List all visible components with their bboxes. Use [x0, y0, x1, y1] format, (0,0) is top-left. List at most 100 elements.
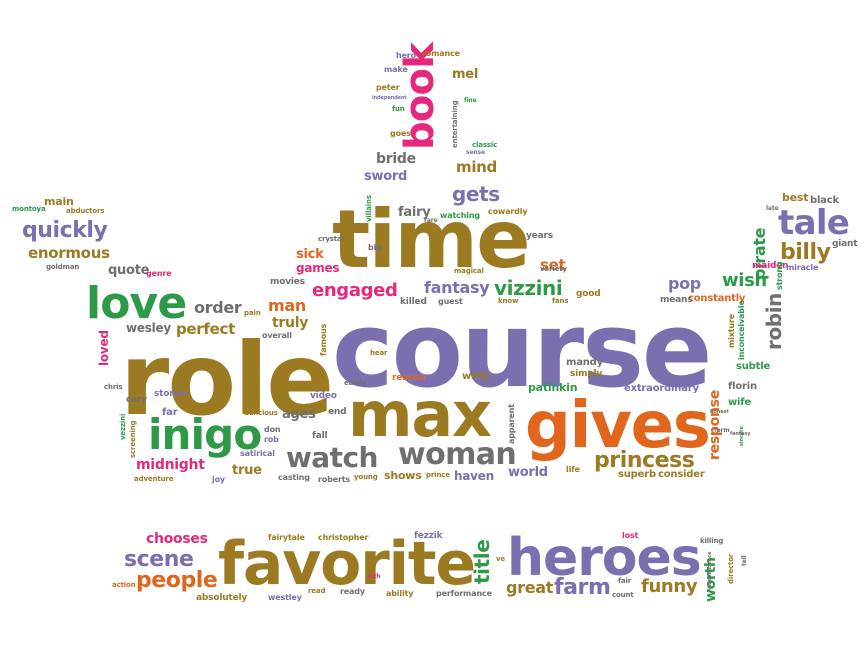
word-prince: prince — [426, 471, 450, 479]
word-director: director — [727, 553, 735, 584]
word-killing: killing — [700, 537, 724, 545]
word-scene: scene — [124, 547, 194, 572]
word-make: make — [384, 65, 408, 74]
word-role: role — [120, 321, 334, 438]
word-true: true — [232, 463, 262, 478]
word-delicious: delicious — [244, 409, 278, 417]
word-romance: romance — [422, 49, 460, 58]
word-course: course — [332, 289, 712, 411]
word-killed: killed — [400, 297, 427, 307]
word-rich: rich — [368, 573, 381, 580]
word-order: order — [194, 298, 242, 317]
word-classic: classic — [472, 141, 498, 149]
word-chooses: chooses — [146, 531, 208, 547]
word-truly: truly — [272, 315, 309, 331]
word-favorite: favorite — [218, 529, 476, 599]
word-maiden: maiden — [752, 261, 789, 271]
word-princess: princess — [594, 448, 695, 473]
word-abductors: abductors — [66, 207, 105, 215]
word-pop: pop — [668, 274, 701, 293]
word-cary: cary — [126, 395, 147, 405]
word-fun: fun — [392, 105, 405, 113]
word-wish: wish — [722, 270, 767, 291]
word-westley: westley — [268, 593, 302, 602]
word-easily: easily — [344, 379, 367, 387]
word-far: far — [162, 407, 178, 418]
word-mixture: mixture — [727, 313, 736, 348]
word-joy: joy — [212, 475, 225, 484]
word-games: games — [296, 261, 340, 275]
word-woman: woman — [398, 437, 517, 472]
word-cowardly: cowardly — [488, 207, 528, 216]
word-genre: genre — [146, 269, 172, 278]
word-watching: watching — [440, 211, 480, 220]
word-movies: movies — [270, 277, 305, 287]
word-villains: villains — [365, 195, 373, 222]
word-action: action — [112, 581, 136, 589]
word-ages: ages — [282, 407, 316, 422]
word-inigo: inigo — [148, 410, 262, 459]
word-fantasy-small: fantasy — [730, 431, 751, 437]
word-young: young — [354, 473, 378, 481]
word-pain: pain — [244, 309, 261, 317]
word-rare: rare — [424, 217, 438, 224]
word-form: form — [714, 427, 730, 434]
word-chris: chris — [104, 383, 123, 391]
word-life: life — [566, 465, 580, 474]
word-christopher: christopher — [318, 533, 369, 542]
word-entertaining: entertaining — [451, 100, 459, 148]
word-strong: strong — [775, 261, 784, 291]
word-means: means — [660, 295, 693, 305]
word-hear: hear — [370, 349, 388, 357]
word-watch: watch — [286, 441, 378, 474]
word-patinkin: patinkin — [528, 381, 578, 394]
word-reason: reason — [392, 373, 426, 383]
word-fine: fine — [464, 97, 477, 104]
word-loved: loved — [97, 330, 111, 366]
word-quickly: quickly — [22, 218, 108, 243]
word-guest: guest — [438, 297, 463, 306]
word-stories: stories — [154, 389, 188, 399]
word-funny: funny — [641, 576, 698, 597]
word-fairytale: fairytale — [268, 533, 305, 542]
word-performance: performance — [436, 589, 492, 598]
word-good: good — [576, 289, 601, 299]
word-quote: quote — [108, 263, 150, 278]
word-sword: sword — [364, 169, 408, 184]
word-count: count — [612, 591, 634, 599]
word-variety: variety — [540, 265, 567, 273]
word-bride: bride — [376, 151, 416, 167]
word-extraordinary: extraordinary — [624, 383, 699, 394]
word-sick: sick — [296, 247, 324, 262]
word-mel: mel — [452, 67, 479, 82]
word-fans: fans — [552, 297, 569, 305]
word-inconceivable: inconceivable — [737, 300, 746, 360]
word-fairy: fairy — [398, 205, 431, 220]
word-peter: peter — [376, 83, 400, 92]
word-independent: independent — [372, 95, 407, 101]
word-simply: simply — [570, 369, 603, 379]
word-haven: haven — [454, 469, 494, 483]
word-florin: florin — [728, 381, 757, 392]
word-ve: ve — [496, 555, 506, 563]
word-engaged: engaged — [312, 280, 398, 301]
word-satirical: satirical — [240, 449, 275, 458]
word-honest: honest — [710, 409, 729, 415]
word-big: big — [368, 243, 382, 252]
word-great: great — [506, 578, 554, 597]
word-famous: famous — [319, 323, 328, 356]
word-farm: farm — [554, 575, 611, 600]
word-sense: sense — [466, 149, 485, 156]
word-wesley: wesley — [126, 321, 172, 335]
word-enormous: enormous — [28, 244, 110, 262]
word-tale: tale — [778, 203, 850, 243]
word-montoya: montoya — [12, 205, 46, 213]
word-ability: ability — [386, 589, 414, 598]
word-superb: superb — [618, 469, 656, 480]
word-consider: consider — [658, 469, 705, 480]
word-absolutely: absolutely — [196, 593, 248, 603]
word-perfect: perfect — [176, 320, 235, 338]
word-man: man — [268, 296, 306, 315]
word-adventure: adventure — [134, 475, 174, 483]
